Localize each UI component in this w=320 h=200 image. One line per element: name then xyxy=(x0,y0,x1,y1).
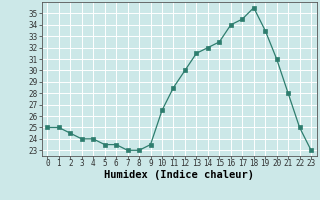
X-axis label: Humidex (Indice chaleur): Humidex (Indice chaleur) xyxy=(104,170,254,180)
